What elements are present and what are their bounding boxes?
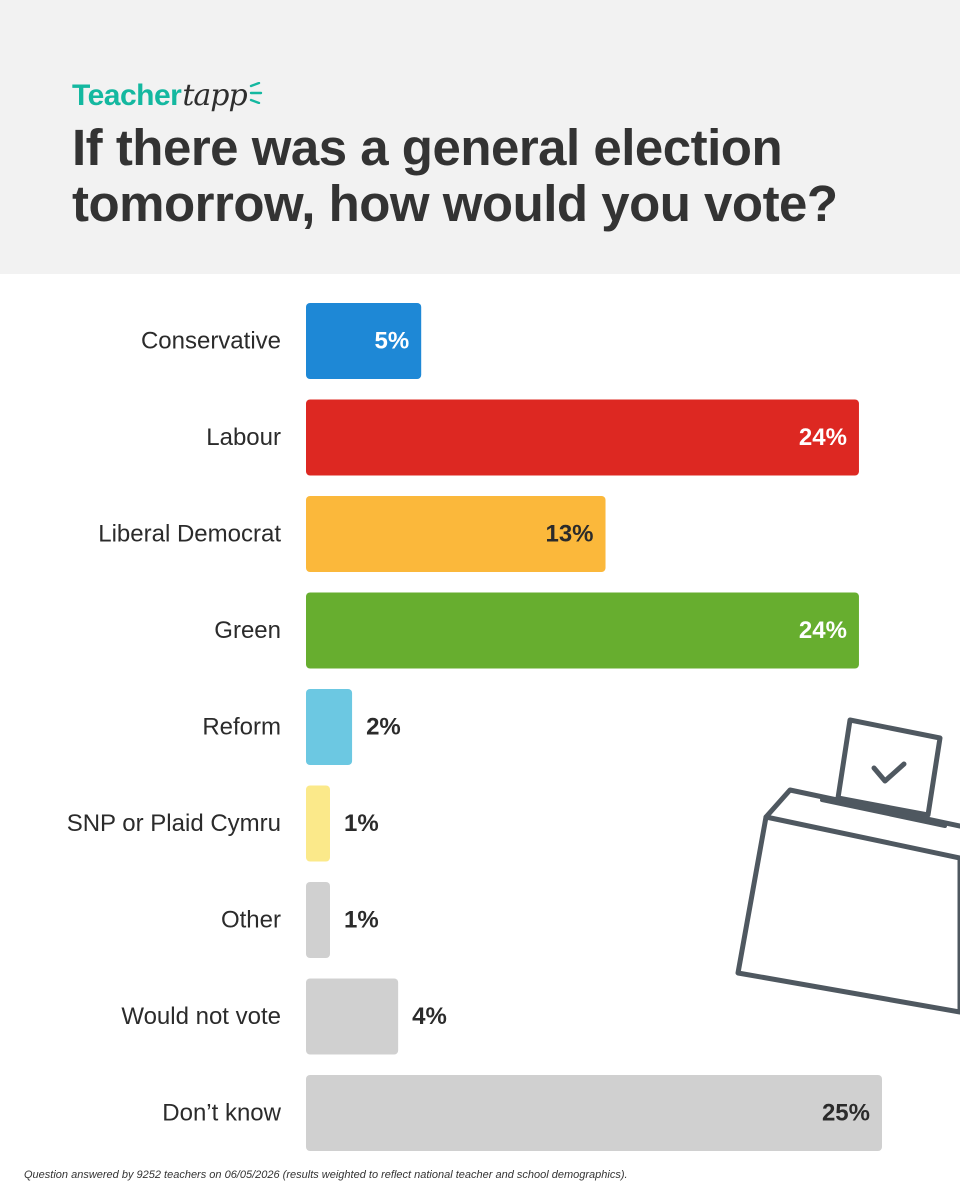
category-label-1: Labour bbox=[206, 424, 281, 451]
category-label-4: Reform bbox=[202, 714, 281, 741]
bars-layer: Conservative 5% Labour 24% Liberal Democrat 1… bbox=[67, 303, 882, 1151]
category-label-6: Other bbox=[221, 907, 281, 934]
bar-3 bbox=[306, 592, 859, 669]
value-label-0: 5% bbox=[375, 328, 410, 355]
logo-script: tapp bbox=[182, 78, 247, 113]
category-label-2: Liberal Democrat bbox=[98, 521, 281, 548]
teacher-tapp-logo: Teacher tapp bbox=[72, 78, 262, 114]
value-label-3: 24% bbox=[799, 617, 847, 644]
value-label-6: 1% bbox=[344, 907, 379, 934]
bar-0 bbox=[306, 303, 422, 379]
bar-8 bbox=[306, 1075, 882, 1151]
category-label-0: Conservative bbox=[141, 328, 281, 355]
category-label-8: Don’t know bbox=[162, 1100, 281, 1127]
spark-icon bbox=[249, 82, 262, 104]
category-label-3: Green bbox=[214, 617, 281, 644]
value-label-7: 4% bbox=[412, 1003, 447, 1030]
value-label-5: 1% bbox=[344, 810, 379, 837]
value-label-4: 2% bbox=[366, 714, 401, 741]
category-label-5: SNP or Plaid Cymru bbox=[67, 810, 281, 837]
footnote: Question answered by 9252 teachers on 06… bbox=[24, 1169, 628, 1181]
bar-1 bbox=[306, 399, 859, 476]
value-label-8: 25% bbox=[822, 1100, 870, 1127]
bar-4 bbox=[306, 689, 353, 765]
ballot-box-icon bbox=[735, 717, 960, 1015]
bar-6 bbox=[306, 882, 330, 958]
value-label-1: 24% bbox=[799, 424, 847, 451]
value-label-2: 13% bbox=[545, 521, 593, 548]
logo-word: Teacher bbox=[72, 79, 182, 112]
header: Teacher tapp If there was a general elect… bbox=[0, 0, 960, 274]
bar-chart: Conservative 5% Labour 24% Liberal Democrat 1… bbox=[67, 303, 960, 1151]
bar-2 bbox=[306, 496, 606, 572]
bar-5 bbox=[306, 785, 330, 862]
chart-title: If there was a general election tomorrow… bbox=[72, 119, 838, 232]
category-label-7: Would not vote bbox=[121, 1003, 281, 1030]
bar-7 bbox=[306, 978, 399, 1055]
